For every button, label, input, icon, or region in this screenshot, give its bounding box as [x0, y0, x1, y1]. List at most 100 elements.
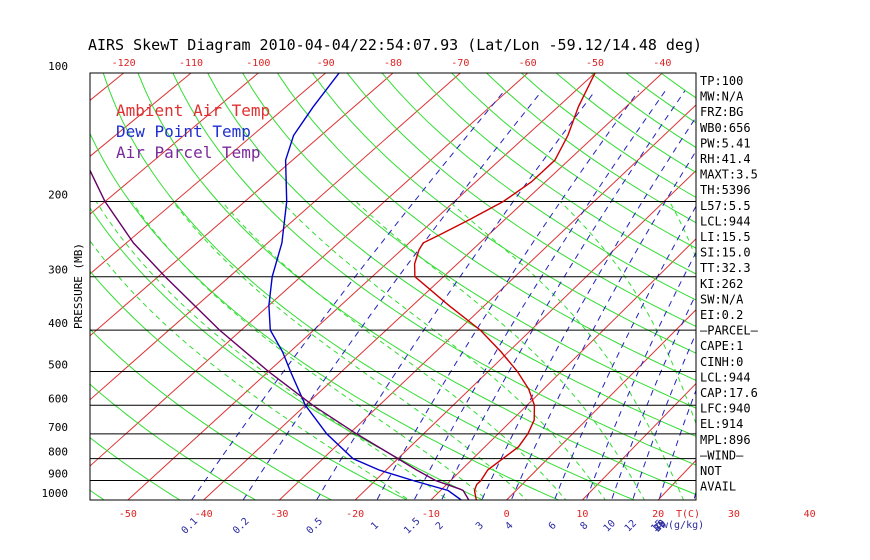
top-temp-tick-label: -110 — [179, 58, 203, 69]
mixing-ratio-tick-label: 0.5 — [305, 516, 326, 537]
legend-entry: Ambient Air Temp — [116, 101, 270, 120]
bottom-temp-axis: -50 -40 -30 -20 -10 0 10 20 30 40 — [119, 509, 816, 520]
stat-line: SI:15.0 — [700, 246, 751, 260]
moist-adiabat-line — [757, 202, 802, 510]
stat-line: L57:5.5 — [700, 199, 751, 213]
stat-line: KI:262 — [700, 277, 743, 291]
moist-adiabat-line — [823, 202, 840, 510]
mixing-ratio-line — [658, 389, 696, 500]
stat-line: LI:15.5 — [700, 230, 751, 244]
mixing-ratio-tick-label: 10 — [602, 518, 618, 534]
plot-frame — [89, 72, 697, 501]
dry-adiabat-line — [765, 73, 870, 509]
dry-adiabat-line — [90, 489, 105, 500]
mixing-ratio-line — [585, 251, 696, 500]
pressure-tick-label: 200 — [48, 189, 68, 202]
isotherm-line — [90, 73, 259, 215]
moist-adiabat-line — [560, 201, 696, 425]
isotherm-line — [90, 73, 394, 337]
dry-adiabat-line — [90, 383, 257, 500]
dry-adiabat-line — [311, 73, 696, 354]
pressure-tick-label: 500 — [48, 358, 68, 371]
dry-adiabat-line — [346, 73, 696, 327]
top-temp-tick-label: -90 — [317, 58, 335, 69]
dry-adiabat-line — [800, 73, 870, 509]
dry-adiabat-line — [102, 73, 636, 500]
mixing-ratio-line — [481, 116, 696, 500]
chart-title: AIRS SkewT Diagram 2010-04-04/22:54:07.9… — [87, 36, 703, 54]
mixing-ratio-line — [441, 90, 686, 500]
stat-line: CAPE:1 — [700, 339, 743, 353]
top-temp-tick-label: -70 — [451, 58, 469, 69]
isotherm-line — [810, 73, 870, 500]
top-temp-axis: -120 -110 -100 -90 -80 -70 -60 -50 -40 — [112, 58, 672, 69]
mixing-ratio-line — [315, 90, 596, 500]
stat-line: MPL:896 — [700, 433, 751, 447]
isotherm-line — [90, 73, 461, 401]
profile-lines — [90, 73, 596, 500]
isotherm-line — [90, 73, 124, 101]
top-temp-tick-label: -100 — [246, 58, 270, 69]
mixing-ratio-tick-label: 2 — [434, 520, 446, 532]
dry-adiabat-line — [90, 328, 333, 500]
x-axis-label: T(C) — [676, 509, 700, 520]
isotherm-line — [582, 382, 696, 500]
mixing-ratio-tick-label: 8 — [578, 520, 590, 532]
isotherm-line — [90, 73, 192, 157]
isotherm-line — [90, 73, 529, 467]
isotherm-line — [354, 169, 696, 500]
bottom-temp-tick-label: 10 — [576, 509, 588, 520]
stat-line: MAXT:3.5 — [700, 168, 758, 182]
isotherm-line — [506, 309, 696, 500]
mixing-ratio-grid — [191, 90, 870, 509]
mixing-ratio-line — [780, 91, 870, 509]
dry-adiabat-line — [207, 73, 696, 437]
dry-adiabat-line — [242, 73, 696, 409]
stat-line: —WIND— — [700, 448, 744, 462]
mixing-ratio-tick-label: 3 — [474, 520, 486, 532]
y-axis-label: PRESSURE (MB) — [72, 243, 85, 329]
mixing-ratio-tick-label: 1.5 — [402, 516, 423, 537]
dry-adiabat-line — [137, 73, 696, 496]
dry-adiabat-line — [416, 73, 696, 275]
bottom-temp-tick-label: 0 — [504, 509, 510, 520]
legend: Ambient Air Temp Dew Point Temp Air Parcel… — [116, 101, 270, 162]
top-temp-tick-label: -50 — [586, 58, 604, 69]
top-temp-tick-label: -80 — [384, 58, 402, 69]
dry-adiabat-line — [660, 73, 696, 99]
mixing-ratio-tick-label: 6 — [547, 520, 559, 532]
stat-line: TH:5396 — [700, 183, 751, 197]
isotherm-line — [657, 459, 696, 500]
moist-adiabat-line — [281, 201, 606, 500]
series-line — [268, 73, 462, 500]
isotherm-line — [90, 73, 326, 275]
moist-adiabat-line — [131, 201, 488, 500]
mixing-ratio-line — [413, 90, 666, 500]
isotherm-line — [279, 104, 696, 500]
pressure-tick-label: 800 — [48, 446, 68, 459]
stat-line: AVAIL — [700, 480, 736, 494]
moist-adiabat-line — [221, 201, 567, 500]
top-temp-tick-label: -60 — [519, 58, 537, 69]
pressure-tick-label: 900 — [48, 467, 68, 480]
stat-line: TT:32.3 — [700, 261, 751, 275]
pressure-gridlines — [90, 72, 696, 501]
mixing-ratio-line — [553, 205, 696, 500]
stat-line: RH:41.4 — [700, 152, 751, 166]
dry-adiabat-line — [90, 270, 409, 500]
stat-line: TP:100 — [700, 74, 743, 88]
bottom-temp-tick-label: -40 — [195, 509, 213, 520]
bottom-temp-tick-label: 40 — [804, 509, 816, 520]
mixing-ratio-line — [242, 90, 543, 500]
mixing-ratio-line — [376, 90, 640, 500]
dry-adiabat-grid — [90, 73, 870, 509]
mixing-ratio-tick-label: 12 — [623, 518, 639, 534]
top-temp-tick-label: -40 — [653, 58, 671, 69]
series-line — [90, 168, 470, 500]
dry-adiabat-line — [90, 437, 181, 500]
dry-adiabat-line — [90, 132, 560, 500]
pressure-tick-label: 700 — [48, 421, 68, 434]
moist-adiabat-line — [355, 201, 646, 500]
stat-line: EL:914 — [700, 417, 743, 431]
